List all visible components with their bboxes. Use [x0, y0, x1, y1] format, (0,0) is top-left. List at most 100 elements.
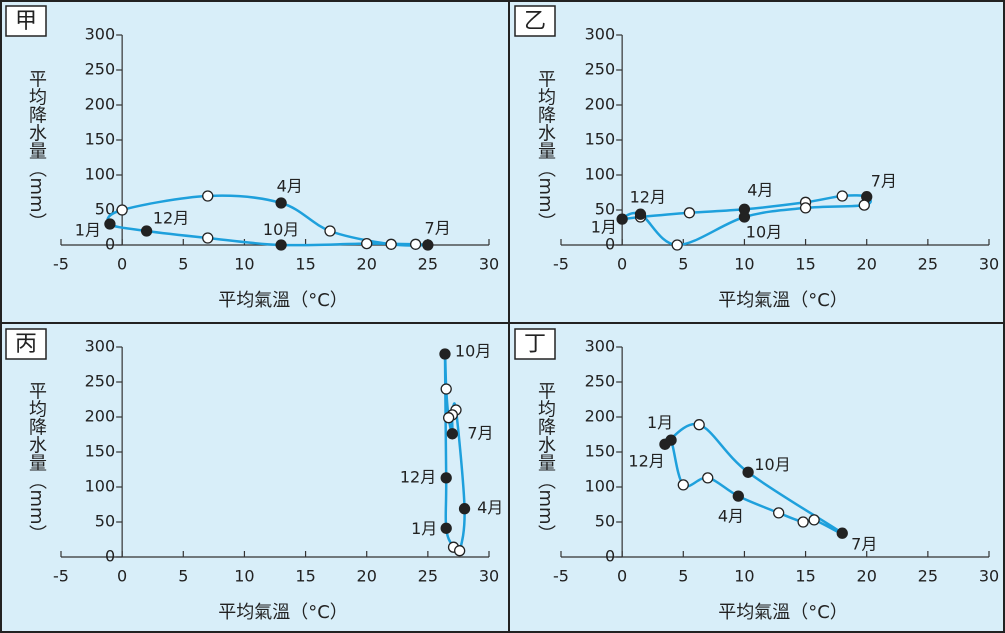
- title-box: [5, 5, 47, 37]
- month-point: [440, 383, 452, 395]
- month-point: [797, 516, 809, 528]
- month-point: [324, 225, 336, 237]
- month-point: [683, 207, 696, 219]
- month-point: [440, 472, 452, 484]
- title-box: [514, 328, 556, 360]
- month-label: 12月: [628, 451, 664, 470]
- y-tick-label: 300: [85, 25, 116, 44]
- month-label: 4月: [747, 181, 773, 200]
- y-tick-label: 250: [85, 60, 116, 79]
- month-label: 7月: [871, 172, 897, 191]
- x-tick-label: 30: [979, 567, 999, 586]
- panel-title: 甲: [15, 9, 37, 34]
- x-tick-label: 15: [295, 255, 315, 274]
- month-point: [836, 527, 848, 539]
- x-tick-label: 5: [178, 255, 188, 274]
- panel: 乙-5 0 5 10 15 20 25 30050100150200250300平均氣溫（°C…: [514, 5, 999, 311]
- x-tick-label: 10: [234, 255, 254, 274]
- month-point: [275, 239, 287, 251]
- x-tick-label: 10: [234, 567, 254, 586]
- x-tick-label: 0: [617, 255, 627, 274]
- x-tick-label: 0: [117, 255, 127, 274]
- month-label: 1月: [647, 413, 673, 432]
- y-tick-label: 150: [85, 130, 116, 149]
- month-point: [858, 199, 870, 211]
- month-point: [202, 232, 214, 244]
- y-tick-label: 100: [585, 165, 616, 184]
- month-point: [442, 412, 455, 424]
- month-label: 1月: [591, 218, 617, 237]
- y-tick-label: 0: [105, 235, 115, 254]
- y-tick-label: 250: [585, 60, 616, 79]
- x-tick-label: -5: [553, 567, 569, 586]
- x-tick-label: 5: [678, 567, 688, 586]
- x-tick-label: 15: [795, 255, 815, 274]
- month-point: [446, 428, 458, 440]
- y-tick-label: 100: [585, 477, 616, 496]
- month-point: [440, 522, 452, 534]
- month-point: [439, 348, 451, 360]
- y-axis-label: 平均降水量（mm）: [26, 381, 47, 542]
- month-point: [616, 213, 628, 225]
- x-tick-label: 15: [795, 567, 815, 586]
- x-axis-label: 平均氣溫（°C）: [218, 290, 348, 311]
- x-tick-label: 20: [857, 255, 877, 274]
- x-tick-label: 25: [418, 567, 438, 586]
- panel-title: 乙: [524, 9, 546, 34]
- x-axis-label: 平均氣溫（°C）: [718, 602, 848, 623]
- y-axis-label: 平均降水量（mm）: [535, 381, 556, 542]
- x-tick-label: 5: [178, 567, 188, 586]
- month-label: 4月: [277, 176, 303, 195]
- panel-title: 丁: [524, 332, 546, 357]
- month-point: [773, 507, 785, 519]
- panel: 丁-5 0 5 10 15 20 25 30050100150200250300平均氣溫（°C…: [514, 328, 999, 623]
- month-point: [454, 545, 466, 557]
- month-label: 4月: [718, 507, 744, 526]
- month-label: 12月: [630, 188, 666, 207]
- month-label: 10月: [746, 223, 782, 242]
- month-point: [677, 479, 689, 491]
- x-tick-label: 30: [479, 567, 499, 586]
- month-point: [104, 218, 116, 230]
- y-tick-label: 0: [605, 235, 615, 254]
- x-tick-label: 10: [734, 567, 754, 586]
- month-point: [385, 238, 397, 250]
- month-point: [202, 190, 214, 202]
- month-point: [659, 438, 671, 450]
- y-tick-label: 50: [95, 200, 115, 219]
- y-tick-label: 250: [85, 372, 116, 391]
- x-tick-label: 30: [979, 255, 999, 274]
- y-tick-label: 200: [85, 407, 116, 426]
- x-tick-label: -5: [553, 255, 569, 274]
- y-tick-label: 300: [585, 25, 616, 44]
- month-point: [732, 490, 744, 502]
- month-label: 10月: [455, 341, 491, 360]
- month-point: [634, 208, 647, 220]
- month-label: 7月: [851, 535, 877, 554]
- x-tick-label: 10: [734, 255, 754, 274]
- month-label: 1月: [411, 519, 437, 538]
- y-tick-label: 50: [95, 512, 115, 531]
- y-tick-label: 100: [85, 477, 116, 496]
- month-point: [836, 190, 848, 202]
- x-tick-label: 0: [617, 567, 627, 586]
- x-tick-label: 25: [918, 255, 938, 274]
- y-tick-label: 0: [105, 547, 115, 566]
- y-tick-label: 200: [585, 407, 616, 426]
- y-tick-label: 150: [585, 130, 616, 149]
- month-label: 7月: [425, 218, 451, 237]
- month-point: [409, 238, 422, 250]
- x-axis-label: 平均氣溫（°C）: [218, 602, 348, 623]
- panel-title: 丙: [15, 332, 37, 357]
- month-point: [702, 472, 714, 484]
- month-point: [671, 239, 683, 251]
- month-point: [738, 211, 751, 223]
- panel: 丙-5 0 5 10 15 20 25 30050100150200250300平均氣溫（°C…: [5, 328, 503, 623]
- month-label: 4月: [477, 498, 503, 517]
- y-tick-label: 300: [585, 337, 616, 356]
- y-tick-label: 50: [595, 200, 615, 219]
- month-point: [742, 466, 754, 478]
- month-point: [693, 419, 705, 431]
- x-tick-label: 20: [857, 567, 877, 586]
- y-tick-label: 150: [585, 442, 616, 461]
